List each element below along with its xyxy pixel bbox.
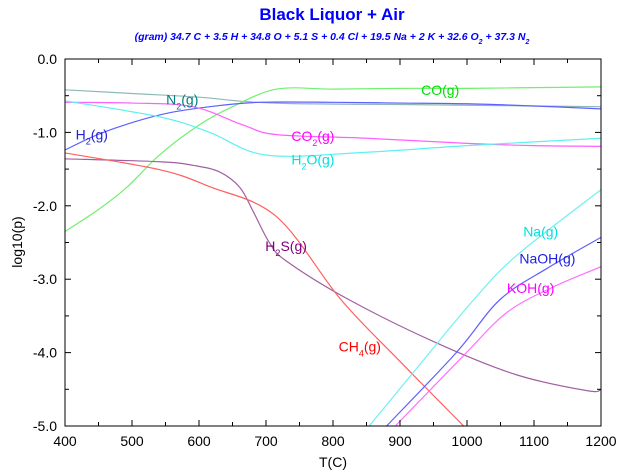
series-label-h2s-g: H2S(g) bbox=[265, 238, 307, 258]
y-tick-label: -3.0 bbox=[33, 271, 57, 287]
series-line-n2-g bbox=[65, 89, 601, 108]
x-tick-label: 400 bbox=[53, 433, 77, 449]
series-line-ch4-g bbox=[65, 152, 465, 426]
y-tick-label: -1.0 bbox=[33, 124, 57, 140]
series-label-koh-g: KOH(g) bbox=[507, 280, 554, 296]
x-tick-label: 1200 bbox=[585, 433, 616, 449]
chart-title: Black Liquor + Air bbox=[259, 5, 405, 24]
y-tick-label: -4.0 bbox=[33, 345, 57, 361]
series-line-koh-g bbox=[394, 266, 601, 426]
x-tick-label: 1000 bbox=[451, 433, 482, 449]
series-label-co2-g: CO2(g) bbox=[291, 128, 334, 148]
y-tick-label: 0.0 bbox=[38, 51, 58, 67]
series-label-h2o-g: H2O(g) bbox=[291, 152, 334, 172]
x-tick-label: 800 bbox=[321, 433, 345, 449]
series-labels: N2(g) CO(g) H2(g) CO2(g) H2O(g) H2S(g) CH4(g) N… bbox=[76, 82, 576, 359]
x-axis-label: T(C) bbox=[319, 454, 347, 470]
y-tick-label: -5.0 bbox=[33, 418, 57, 434]
x-tick-label: 1100 bbox=[519, 433, 549, 449]
series-line-h2s-g bbox=[65, 158, 601, 393]
series-line-h2o-g bbox=[65, 100, 601, 157]
y-tick-label: -2.0 bbox=[33, 198, 57, 214]
series-label-n2-g: N2(g) bbox=[166, 91, 198, 111]
y-axis-label: log10(p) bbox=[9, 216, 25, 267]
x-tick-label: 700 bbox=[254, 433, 278, 449]
axis-ticks: 400 500 600 700 800 900 1000 1100 1200 0.0 -1.0 -2.… bbox=[33, 51, 617, 449]
series-line-na-g bbox=[368, 189, 601, 426]
series-label-co-g: CO(g) bbox=[421, 82, 459, 98]
x-tick-label: 900 bbox=[388, 433, 412, 449]
series-line-co2-g bbox=[65, 101, 601, 147]
series-line-co-g bbox=[65, 86, 601, 232]
series-label-naoh-g: NaOH(g) bbox=[519, 251, 575, 267]
series-line-naoh-g bbox=[386, 236, 601, 426]
series-label-na-g: Na(g) bbox=[523, 223, 558, 239]
series-label-h2-g: H2(g) bbox=[76, 127, 108, 147]
x-tick-label: 500 bbox=[120, 433, 144, 449]
series-label-ch4-g: CH4(g) bbox=[339, 339, 381, 359]
chart-subtitle: (gram) 34.7 C + 3.5 H + 34.8 O + 5.1 S +… bbox=[135, 31, 530, 46]
series-line-h2-g bbox=[65, 101, 601, 151]
x-tick-label: 600 bbox=[187, 433, 211, 449]
series-lines bbox=[65, 86, 601, 426]
